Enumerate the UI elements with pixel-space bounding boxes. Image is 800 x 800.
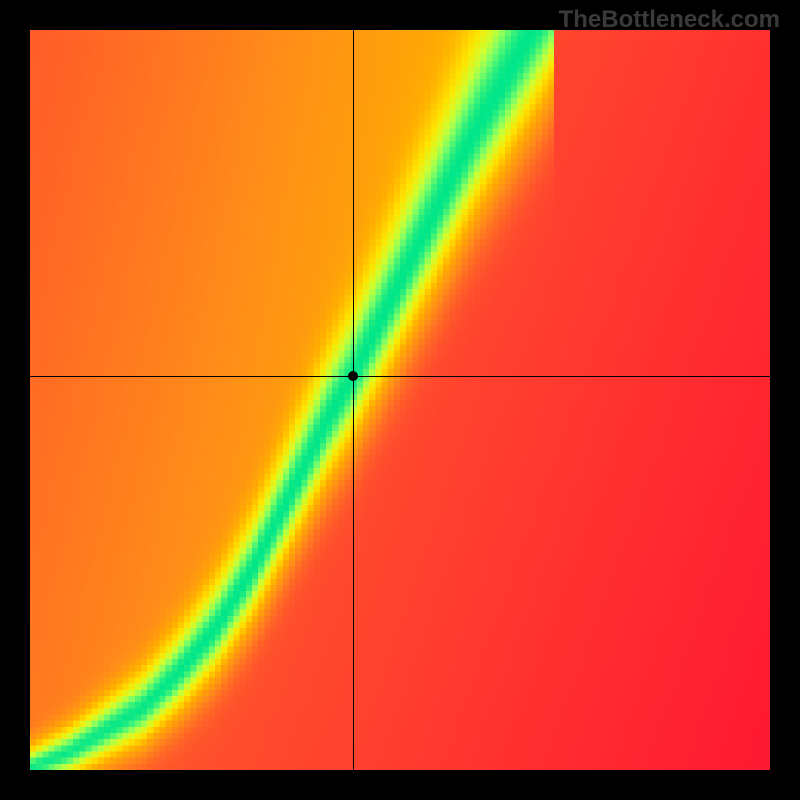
- bottleneck-heatmap: [30, 30, 770, 770]
- selection-marker: [348, 371, 358, 381]
- heatmap-canvas: [30, 30, 770, 770]
- crosshair-horizontal: [30, 376, 770, 377]
- watermark-text: TheBottleneck.com: [559, 6, 780, 34]
- crosshair-vertical: [353, 30, 354, 770]
